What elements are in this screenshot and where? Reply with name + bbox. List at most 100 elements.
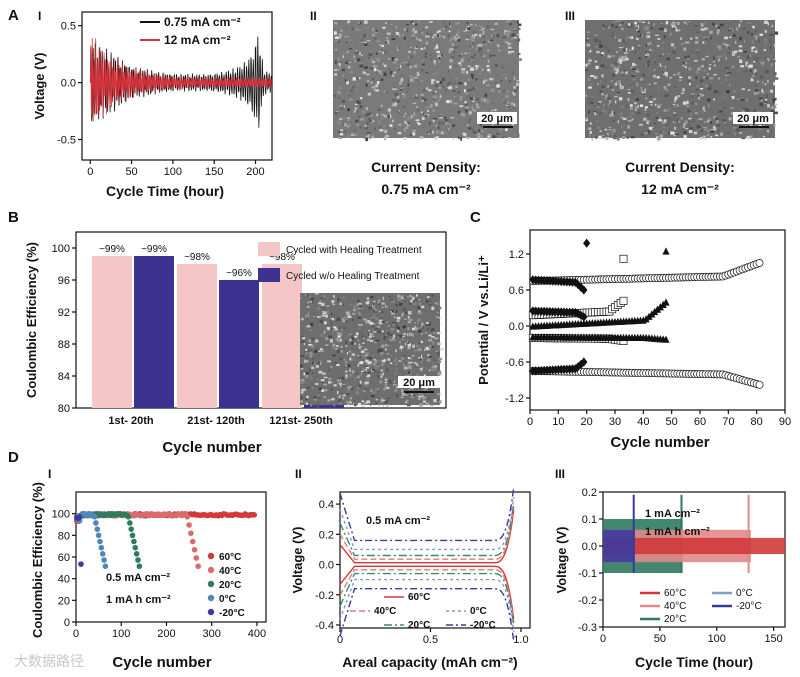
a2-sem-image-grain	[488, 137, 492, 139]
a3-sem-image-grain	[723, 53, 726, 57]
a3-sem-image-grain	[605, 67, 608, 69]
b-inset-sem-grain	[386, 386, 390, 390]
a2-sem-image-grain	[460, 64, 462, 67]
b-inset-sem-grain	[365, 354, 368, 357]
a3-sem-image-grain	[653, 58, 656, 60]
a3-sem-image-grain	[663, 35, 666, 39]
b-inset-sem-grain	[431, 294, 434, 297]
b-inset-sem-grain	[303, 359, 308, 363]
a2-sem-image-grain	[337, 58, 340, 60]
a2-sem-image-grain	[372, 28, 374, 32]
b-inset-sem-grain	[336, 317, 341, 321]
b-inset-sem-grain	[374, 341, 378, 343]
a3-sem-image-grain	[713, 125, 716, 128]
b-inset-sem-grain	[306, 386, 311, 389]
a3-sem-image-grain	[631, 75, 635, 77]
a2-sem-image-grain	[432, 122, 435, 126]
b-inset-sem-grain	[418, 396, 421, 401]
a2-sem-image-grain	[487, 59, 490, 63]
a2-sem-image-grain	[471, 45, 473, 49]
b-inset-sem-grain	[382, 296, 385, 301]
a3-sem-image-grain	[616, 49, 620, 53]
b-inset-sem-grain	[389, 334, 393, 336]
a2-sem-image-grain	[448, 34, 451, 37]
subpanel-d-iii: III	[555, 467, 565, 481]
a3-sem-image-grain	[719, 55, 722, 57]
a3-sem-image-grain	[763, 102, 767, 105]
a3-sem-image-grain	[683, 135, 687, 139]
d3-xtick-label: 100	[708, 633, 726, 645]
a2-sem-image-grain	[425, 46, 429, 48]
b-inset-sem-grain	[319, 397, 321, 399]
b-inset-sem-grain	[401, 296, 405, 299]
a2-sem-image-grain	[432, 35, 435, 39]
a2-sem-image-grain	[416, 22, 419, 25]
a2-sem-image-grain	[400, 39, 403, 42]
b-inset-sem-grain	[385, 344, 387, 346]
a1-xtick-label: 200	[246, 166, 264, 178]
a2-sem-image-grain	[407, 56, 410, 58]
b-inset-sem-grain	[390, 309, 394, 313]
b-inset-sem-grain	[353, 386, 358, 389]
b-inset-sem-grain	[344, 320, 348, 323]
b-inset-sem-grain	[386, 353, 389, 355]
b-inset-sem-grain	[343, 365, 346, 368]
d2-legend-label-0: 60°C	[408, 592, 430, 603]
b-inset-sem-grain	[328, 335, 332, 339]
a2-sem-image-grain	[356, 77, 360, 80]
d1-point-40°C	[193, 555, 200, 561]
a3-sem-image-grain	[646, 35, 651, 38]
a3-sem-image-grain	[707, 134, 709, 137]
b-inset-sem-grain	[427, 328, 429, 330]
a2-sem-image-grain	[481, 110, 483, 113]
a3-sem-image-grain	[655, 136, 659, 138]
b-inset-sem-grain	[418, 312, 422, 315]
a3-sem-image-grain	[690, 37, 693, 40]
d3-ytick-label: 0.1	[582, 514, 597, 526]
a2-sem-image-grain	[467, 51, 469, 53]
c-ylabel: Potential / V vs.Li/Li⁺	[476, 255, 491, 385]
b-inset-sem-grain	[381, 314, 384, 316]
a3-sem-image-grain	[758, 124, 763, 127]
b-inset-sem-grain	[330, 312, 333, 316]
b-inset-sem-grain	[363, 338, 365, 340]
a3-sem-image-grain	[735, 128, 740, 132]
a3-sem-image-grain	[622, 48, 626, 52]
c-axes	[529, 229, 786, 411]
a2-sem-image-grain	[345, 65, 349, 68]
a3-sem-image-grain	[663, 109, 667, 113]
a2-sem-image-grain	[467, 27, 471, 31]
a2-sem-image-grain	[421, 21, 425, 24]
a3-sem-image-grain	[772, 101, 775, 104]
b-inset-sem-grain	[411, 327, 416, 331]
b-inset-sem-grain	[307, 349, 310, 353]
a3-sem-image-grain	[676, 118, 679, 122]
b-inset-sem-grain	[375, 366, 378, 370]
b-inset-sem-grain	[362, 368, 366, 371]
b-inset-sem-grain	[316, 374, 319, 378]
b-inset-sem-grain	[321, 398, 324, 402]
b-inset-sem-grain	[353, 310, 357, 314]
b-inset-sem-grain	[401, 391, 406, 394]
b-inset-sem-grain	[371, 355, 376, 358]
b-inset-sem-grain	[345, 370, 348, 373]
a3-sem-image-grain	[618, 87, 621, 91]
a3-sem-image-grain	[604, 128, 608, 131]
a3-sem-image-grain	[649, 95, 652, 98]
a3-sem-image-grain	[613, 137, 617, 140]
b-inset-sem-grain	[333, 384, 337, 387]
a2-sem-image-grain	[403, 115, 405, 118]
b-inset-sem-grain	[384, 378, 388, 382]
a2-sem-image-grain	[354, 59, 356, 63]
a3-sem-image-grain	[632, 62, 635, 66]
a2-sem-image-grain	[376, 80, 380, 85]
a2-sem-image-grain	[379, 129, 384, 132]
panel-letter-a: A	[8, 7, 19, 24]
b-inset-sem-grain	[331, 299, 335, 304]
a2-sem-image-grain	[444, 130, 446, 135]
a2-sem-image-grain	[371, 135, 374, 139]
a2-sem-image-grain	[460, 59, 464, 63]
b-inset-sem-grain	[340, 328, 343, 332]
b-inset-sem-grain	[414, 299, 419, 301]
b-inset-sem-grain	[361, 402, 364, 406]
